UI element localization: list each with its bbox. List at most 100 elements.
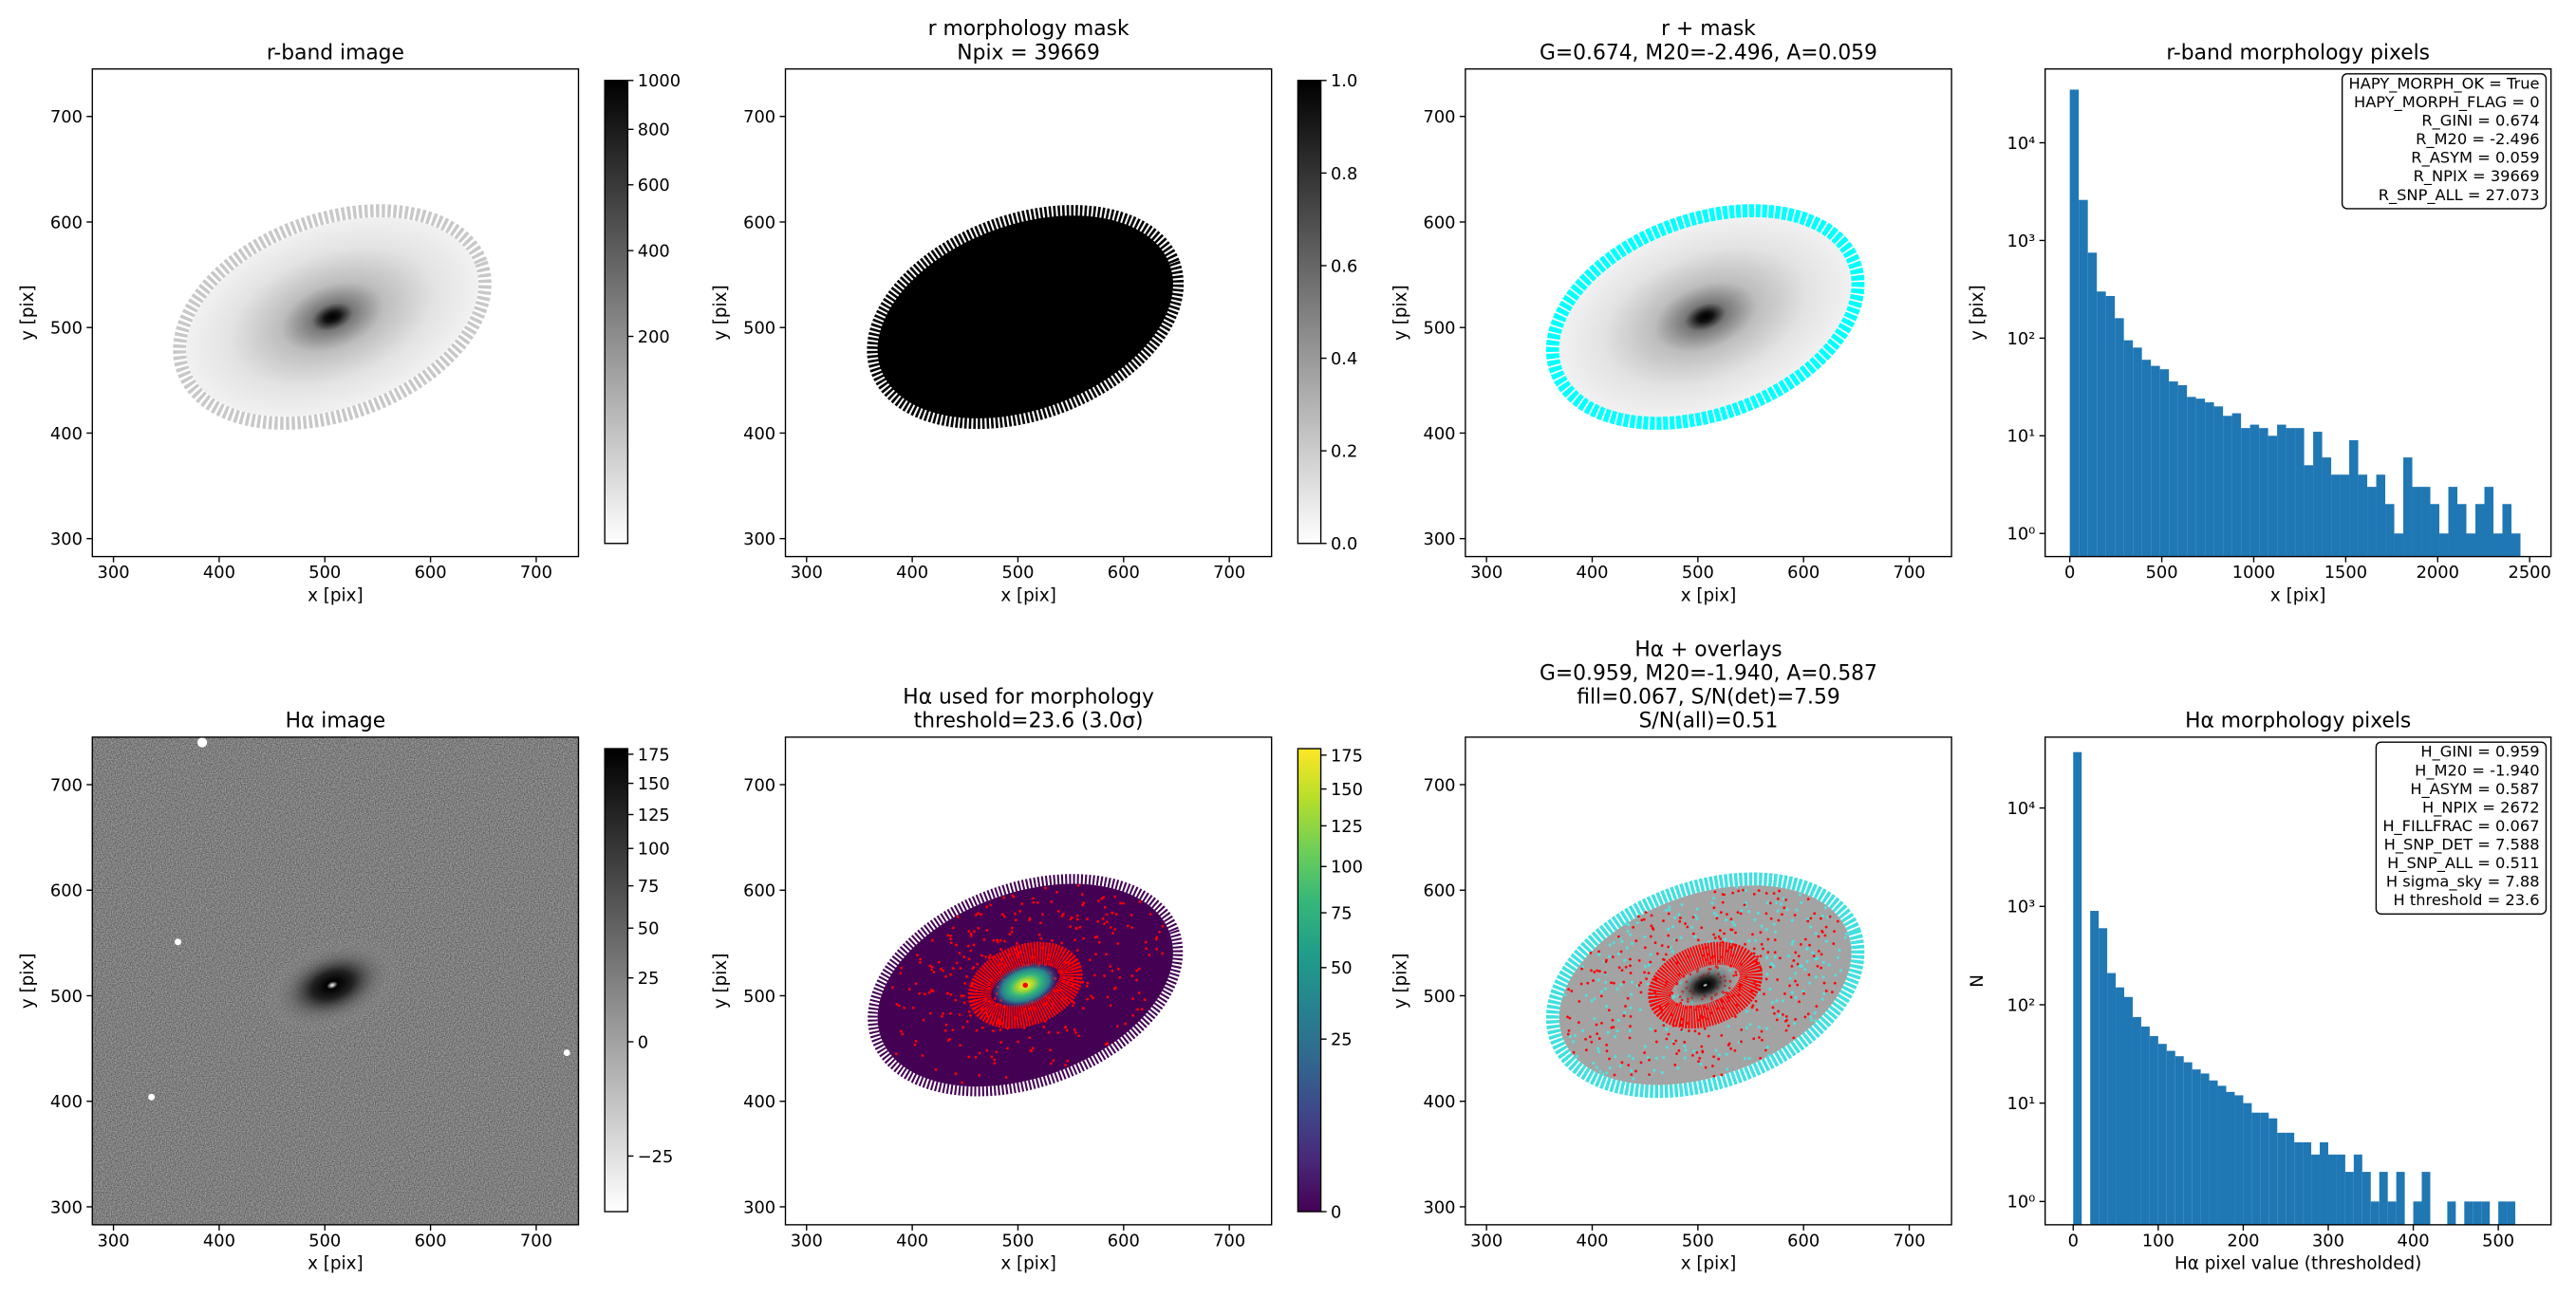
pixel-dot [1796, 962, 1800, 966]
pixel-dot [1792, 959, 1796, 962]
pixel-dot [1772, 922, 1776, 926]
stats-line: HAPY_MORPH_OK = True [2349, 74, 2540, 93]
pixel-dot [1650, 924, 1653, 928]
pixel-dot [1724, 918, 1727, 922]
pixel-dot [1671, 950, 1674, 954]
pixel-dot [1577, 1021, 1580, 1025]
y-tick-label: 400 [743, 424, 775, 444]
bar [2322, 457, 2332, 557]
pixel-dot [1667, 908, 1671, 912]
x-tick-label: 700 [520, 1231, 552, 1251]
pixel-dot [1790, 918, 1794, 922]
pixel-dot [1644, 946, 1647, 950]
pixel-dot [1669, 946, 1672, 950]
pixel-dot [1049, 1048, 1052, 1051]
bar [2412, 487, 2422, 557]
pixel-dot [1613, 1035, 1616, 1039]
pixel-dot [1712, 1074, 1716, 1078]
pixel-dot [956, 915, 960, 918]
pixel-dot [1119, 901, 1122, 905]
pixel-dot [928, 1011, 932, 1015]
pixel-dot [1606, 1030, 1610, 1034]
stats-line: R_GINI = 0.674 [2421, 112, 2539, 131]
pixel-dot [967, 1010, 971, 1013]
pixel-dot [1050, 900, 1054, 903]
pixel-dot [1719, 911, 1723, 915]
pixel-dot [1014, 912, 1017, 916]
pixel-dot [1677, 1049, 1681, 1052]
colorbar-tick-label: 0 [638, 1032, 648, 1052]
x-tick-label: 600 [1108, 1231, 1140, 1251]
pixel-dot [948, 1037, 952, 1041]
y-tick-label: 300 [1423, 1197, 1455, 1217]
pixel-dot [1576, 1054, 1579, 1058]
pixel-dot [1766, 951, 1770, 954]
pixel-dot [1744, 900, 1747, 905]
pixel-dot [963, 981, 966, 985]
axes-frame [784, 736, 1273, 1226]
pixel-dot [1075, 914, 1079, 917]
pixel-dot [1623, 1010, 1627, 1014]
pixel-dot [1113, 895, 1117, 899]
core-ring [967, 941, 1083, 1029]
bar [2251, 1112, 2261, 1225]
pixel-dot [1712, 897, 1716, 900]
colorbar-tick-label: 0.4 [1331, 349, 1357, 369]
x-tick-label: 400 [2398, 1231, 2430, 1251]
x-tick-label: 0 [2064, 563, 2075, 583]
pixel-dot [1759, 1056, 1762, 1060]
pixel-dot [1645, 977, 1648, 980]
pixel-dot [1822, 981, 1826, 985]
pixel-dot [1786, 954, 1790, 958]
pixel-dot [1654, 1056, 1658, 1060]
pixel-dot [1805, 946, 1809, 950]
pixel-dot [1644, 911, 1648, 914]
pixel-dot [1639, 991, 1643, 994]
pixel-dot [1056, 910, 1060, 913]
pixel-dot [1111, 911, 1114, 915]
pixel-dot [1570, 990, 1574, 992]
pixel-dot [1777, 1010, 1780, 1013]
pixel-dot [1563, 993, 1567, 997]
pixel-dot [1765, 955, 1769, 960]
pixel-dot [1775, 999, 1779, 1003]
pixel-dot [1693, 935, 1697, 938]
pixel-dot [1070, 916, 1073, 919]
pixel-dot [1776, 897, 1780, 900]
pixel-dot [1109, 965, 1112, 968]
pixel-dot [1654, 1040, 1658, 1044]
pixel-dot [1075, 917, 1079, 921]
colorbar-tick-label: 1000 [638, 71, 681, 91]
pixel-dot [1711, 1065, 1714, 1067]
pixel-dot [972, 943, 976, 947]
pixel-dot [961, 1026, 965, 1029]
pixel-dot [1598, 1069, 1602, 1073]
pixel-dot [1819, 917, 1822, 920]
pixel-dot [1632, 1057, 1635, 1061]
pixel-dot [1760, 924, 1764, 928]
stats-line: H threshold = 23.6 [2394, 891, 2540, 909]
pixel-dot [1773, 955, 1777, 959]
pixel-dot [1791, 939, 1795, 943]
pixel-dot [1817, 950, 1820, 953]
pixel-dot [921, 1054, 924, 1057]
pixel-dot [1697, 1060, 1700, 1064]
pixel-dot [1676, 1066, 1680, 1070]
colorbar-tick-label: 75 [638, 877, 660, 897]
pixel-dot [1636, 915, 1640, 918]
pixel-dot [1689, 925, 1694, 929]
pixel-dot [1610, 1026, 1614, 1029]
pixel-dot [1065, 1028, 1069, 1032]
bar [2183, 1062, 2193, 1225]
pixel-dot [954, 998, 958, 1002]
pixel-dot [1086, 917, 1089, 920]
y-tick-label: 700 [50, 775, 83, 795]
y-tick-label: 300 [50, 529, 83, 549]
pixel-dot [1596, 1047, 1600, 1050]
pixel-dot [1806, 898, 1810, 900]
pixel-dot [1823, 906, 1827, 910]
pixel-dot [1145, 947, 1148, 951]
colorbar [604, 748, 629, 1213]
pixel-dot [1056, 1031, 1060, 1034]
axes-frame [91, 736, 580, 1226]
